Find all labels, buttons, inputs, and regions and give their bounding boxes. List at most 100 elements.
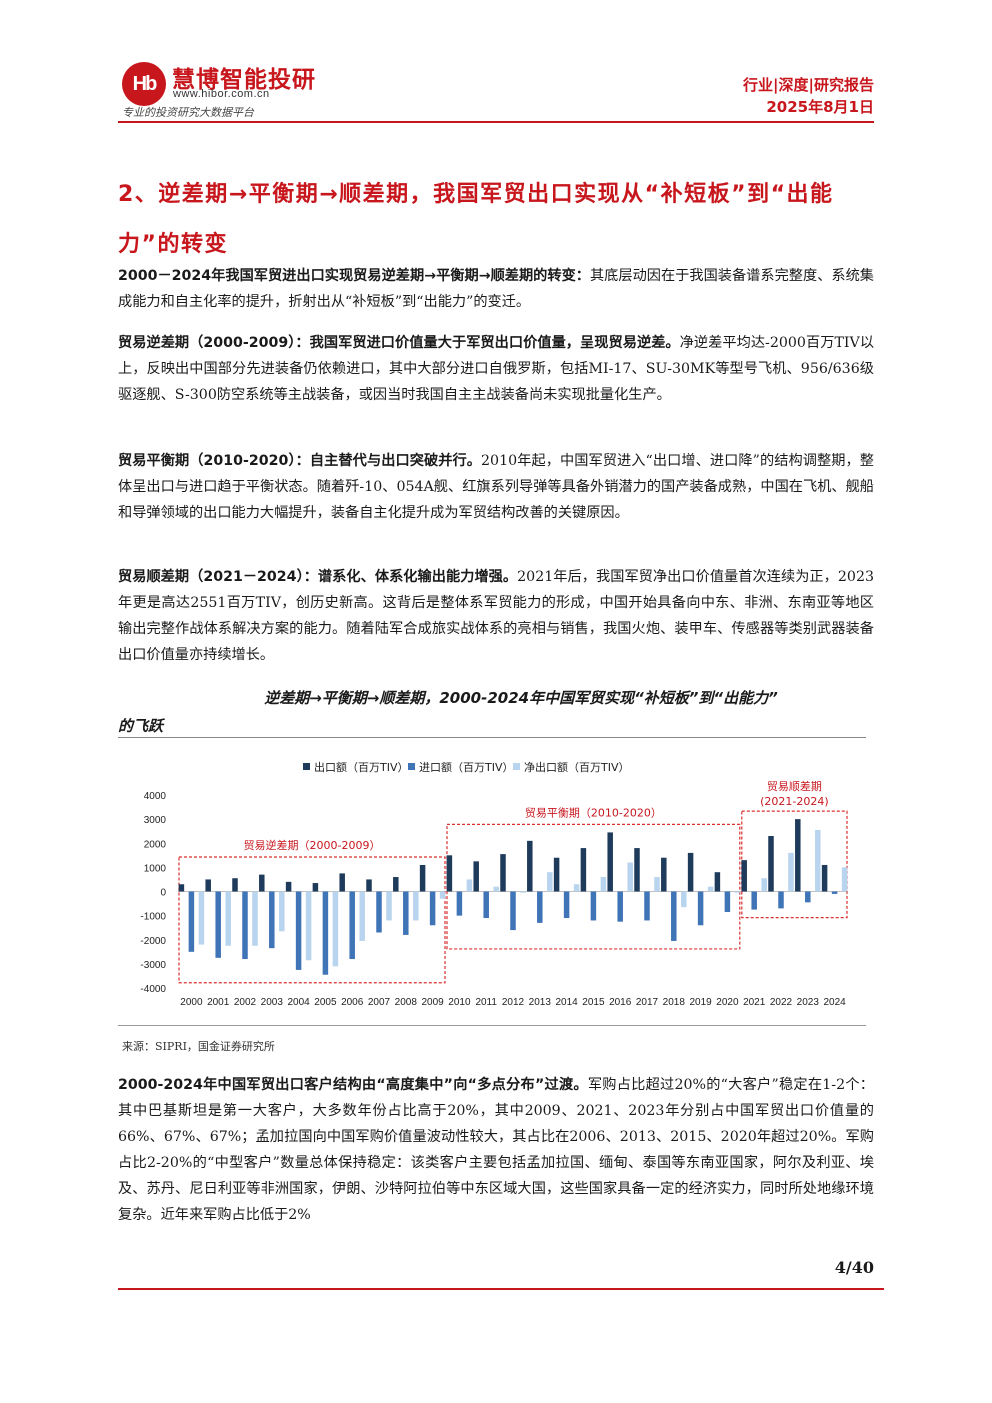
bar-import xyxy=(563,891,570,919)
y-tick-label: -4000 xyxy=(140,984,166,995)
bar-import xyxy=(697,891,704,926)
bar-net xyxy=(547,872,553,892)
period-box xyxy=(741,810,848,919)
bar-net xyxy=(305,891,312,961)
bar-net xyxy=(332,891,339,967)
bar-import xyxy=(778,891,784,909)
bar-import xyxy=(644,891,650,921)
bar-net xyxy=(600,877,607,892)
bar-export xyxy=(500,854,506,892)
paragraph-lead: 2000-2024年中国军贸出口客户结构由“高度集中”向“多点分布”过渡。 xyxy=(118,1077,588,1093)
figure-caption-line1: 逆差期→平衡期→顺差期，2000-2024年中国军贸实现“补短板”到“出能力” xyxy=(264,689,778,707)
paragraph-lead: 2000－2024年我国军贸进出口实现贸易逆差期→平衡期→顺差期的转变： xyxy=(118,268,590,284)
bar-net xyxy=(573,884,580,892)
bar-net xyxy=(520,891,526,893)
paragraph-lead: 贸易顺差期（2021－2024）：谱系化、体系化输出能力增强。 xyxy=(118,569,518,585)
bar-import xyxy=(295,891,302,970)
y-tick-label: -1000 xyxy=(140,912,166,923)
bar-import xyxy=(349,891,355,960)
x-tick-label: 2007 xyxy=(368,997,391,1008)
x-tick-label: 2009 xyxy=(421,997,444,1008)
bar-export xyxy=(821,864,828,892)
bar-export xyxy=(419,864,426,892)
brand-name: 慧博智能投研 xyxy=(172,67,316,93)
paragraph-text: 净逆差平均达-2000百万TIV以上，反映出中国部分先进装备仍依赖进口，其中大部… xyxy=(118,335,875,403)
bar-export xyxy=(714,872,721,892)
x-tick-label: 2004 xyxy=(287,997,310,1008)
bar-net xyxy=(359,891,365,941)
bar-import xyxy=(510,891,516,931)
bar-net xyxy=(386,891,392,921)
y-tick-label: 2000 xyxy=(144,839,167,850)
bar-export xyxy=(446,855,453,892)
chart-frame: -4000 -3000 -2000 -1000 0 1000 2000 3000 4000 200… xyxy=(118,737,866,1023)
bar-import xyxy=(617,891,623,922)
x-tick-label: 2013 xyxy=(529,997,552,1008)
bar-net xyxy=(841,867,848,892)
paragraph-3: 贸易平衡期（2010-2020）：自主替代与出口突破并行。2010年起，中国军贸… xyxy=(118,448,874,526)
bar-net xyxy=(198,891,205,945)
paragraph-2: 贸易逆差期（2000-2009）：我国军贸进口价值量大于军贸出口价值量，呈现贸易… xyxy=(118,330,874,408)
bar-net xyxy=(252,891,258,946)
bar-net xyxy=(413,891,419,921)
x-tick-label: 2011 xyxy=(475,997,497,1008)
x-tick-label: 2024 xyxy=(823,997,846,1008)
x-tick-label: 2006 xyxy=(341,997,364,1008)
bar-import xyxy=(215,891,221,958)
x-tick-label: 2018 xyxy=(663,997,686,1008)
footer-divider xyxy=(118,1288,884,1290)
legend-swatch xyxy=(303,763,310,770)
bar-export xyxy=(580,848,587,892)
legend-label: 净出口额（百万TIV） xyxy=(524,760,630,774)
bar-net xyxy=(493,886,499,892)
bar-import xyxy=(429,891,436,926)
period-label: 贸易顺差期 xyxy=(767,779,822,793)
bar-export xyxy=(661,857,667,892)
paragraph-1: 2000－2024年我国军贸进出口实现贸易逆差期→平衡期→顺差期的转变：其底层动… xyxy=(118,263,874,315)
figure-caption: 逆差期→平衡期→顺差期，2000-2024年中国军贸实现“补短板”到“出能力” … xyxy=(118,684,874,740)
bar-export xyxy=(527,840,533,892)
bar-export xyxy=(178,884,185,892)
x-tick-label: 2016 xyxy=(609,997,632,1008)
bar-export xyxy=(232,878,238,892)
report-type: 行业|深度|研究报告 xyxy=(743,76,874,94)
bar-net xyxy=(761,878,767,892)
x-tick-label: 2019 xyxy=(689,997,712,1008)
bar-export xyxy=(768,836,774,892)
bar-net xyxy=(815,829,821,892)
bar-import xyxy=(456,891,463,916)
bar-import xyxy=(188,891,195,952)
paragraph-text: 2010年起，中国军贸进入“出口增、进口降”的结构调整期，整体呈出口与进口趋于平… xyxy=(118,453,874,521)
paragraph-5: 2000-2024年中国军贸出口客户结构由“高度集中”向“多点分布”过渡。军购占… xyxy=(118,1072,874,1228)
paragraph-text: 2021年后，我国军贸净出口价值量首次连续为正，2023年更是高达2551百万T… xyxy=(118,569,874,663)
bar-import xyxy=(590,891,597,921)
x-tick-label: 2002 xyxy=(234,997,257,1008)
bar-import xyxy=(483,891,489,919)
bar-export xyxy=(741,860,747,892)
bar-import xyxy=(724,891,731,913)
period-label: (2021-2024) xyxy=(760,795,829,808)
bar-export xyxy=(339,873,345,892)
chart-bottom-rule xyxy=(118,1025,866,1026)
bar-export xyxy=(634,848,640,892)
bar-import xyxy=(831,891,838,894)
y-tick-label: 4000 xyxy=(144,791,167,802)
legend-swatch xyxy=(408,763,415,770)
header-divider xyxy=(118,121,874,123)
x-tick-label: 2022 xyxy=(770,997,793,1008)
bar-net xyxy=(225,891,231,946)
bar-export xyxy=(473,861,479,892)
logo-mark: Hb xyxy=(122,62,166,106)
x-tick-label: 2003 xyxy=(261,997,284,1008)
figure-caption-line2: 的飞跃 xyxy=(118,717,164,735)
x-tick-label: 2021 xyxy=(743,997,766,1008)
bar-net xyxy=(788,852,794,892)
bar-chart: -4000 -3000 -2000 -1000 0 1000 2000 3000 4000 200… xyxy=(140,760,848,1008)
x-tick-label: 2000 xyxy=(180,997,203,1008)
paragraph-lead: 贸易平衡期（2010-2020）：自主替代与出口突破并行。 xyxy=(118,453,482,469)
bar-net xyxy=(707,886,714,892)
x-tick-label: 2020 xyxy=(716,997,739,1008)
bar-net xyxy=(627,862,633,892)
report-date: 2025年8月1日 xyxy=(766,98,874,116)
bar-import xyxy=(671,891,677,941)
